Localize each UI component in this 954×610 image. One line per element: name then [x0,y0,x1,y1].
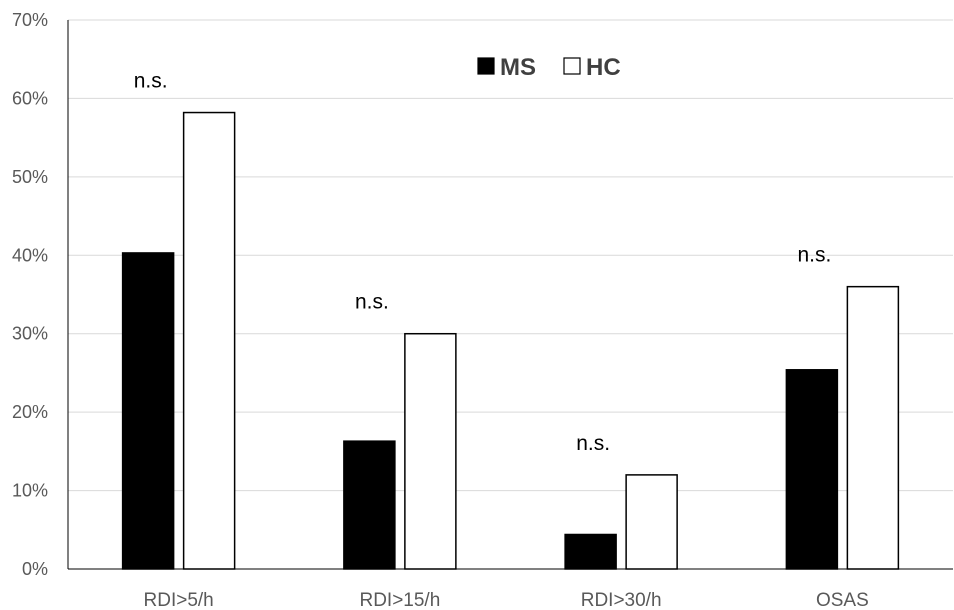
x-category-label: RDI>15/h [359,590,440,610]
y-tick-label: 30% [12,324,48,344]
significance-label: n.s. [134,70,168,93]
y-tick-label: 40% [12,245,48,265]
bar-ms-0 [121,252,175,570]
significance-label: n.s. [355,291,389,314]
bar-hc-2 [625,474,678,570]
bar-hc-3 [846,285,900,570]
x-axis-categories: RDI>5/h RDI>15/h RDI>30/h OSAS [144,590,869,610]
axes [67,20,953,570]
legend-label-ms: MS [500,54,536,81]
legend-swatch-ms [477,57,495,75]
significance-label: n.s. [797,244,831,267]
y-tick-label: 70% [12,10,48,30]
significance-label: n.s. [576,432,610,455]
y-tick-label: 60% [12,88,48,108]
y-tick-label: 10% [12,481,48,501]
bar-hc-1 [404,332,457,570]
legend-label-hc: HC [586,54,621,81]
legend: MS HC [477,54,621,81]
y-tick-label: 50% [12,167,48,187]
bar-ms-3 [785,369,839,570]
bar-ms-2 [564,533,617,570]
y-tick-label: 20% [12,402,48,422]
y-tick-label: 0% [22,559,48,579]
legend-swatch-hc [563,57,581,75]
significance-annotations: n.s. n.s. n.s. n.s. [134,70,832,455]
bar-ms-1 [343,440,396,570]
bars [121,111,900,570]
y-axis-ticks: 0% 10% 20% 30% 40% 50% 60% 70% [12,10,48,579]
bar-hc-0 [182,111,236,570]
x-category-label: RDI>30/h [581,590,662,610]
x-category-label: OSAS [816,590,869,610]
x-category-label: RDI>5/h [144,590,214,610]
